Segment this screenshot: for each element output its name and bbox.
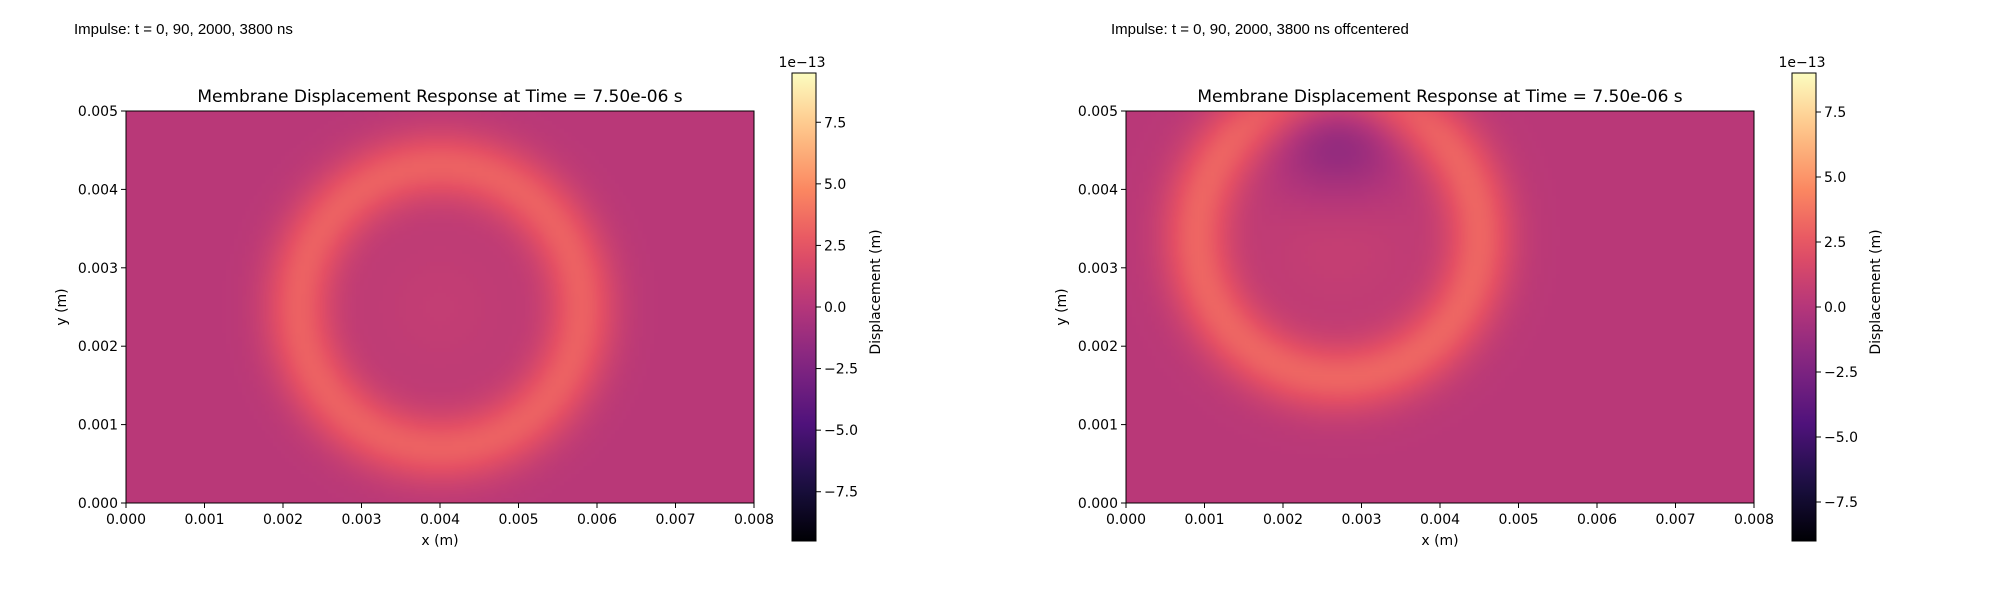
right-y-tick-label: 0.004: [1078, 182, 1118, 198]
right-x-tick-label: 0.004: [1420, 512, 1460, 528]
right-x-tick-label: 0.000: [1106, 512, 1146, 528]
left-colorbar-tick-label: −5.0: [824, 423, 858, 439]
left-x-tick-label: 0.001: [184, 512, 224, 528]
right-y-axis-label: y (m): [1054, 288, 1070, 325]
left-colorbar-tick-label: −2.5: [824, 362, 858, 378]
left-panel: Impulse: t = 0, 90, 2000, 3800 ns Membra…: [54, 21, 884, 549]
left-x-tick-label: 0.004: [420, 512, 460, 528]
left-y-tick-label: 0.005: [78, 104, 118, 120]
right-colorbar-exponent: 1e−13: [1778, 55, 1825, 71]
left-colorbar-exponent: 1e−13: [778, 55, 825, 71]
right-colorbar-tick-label: 0.0: [1824, 300, 1846, 316]
right-panel: Impulse: t = 0, 90, 2000, 3800 ns offcen…: [1000, 0, 2000, 600]
left-x-tick-label: 0.000: [106, 512, 146, 528]
left-colorbar-tick-label: 7.5: [824, 115, 846, 131]
left-y-tick-label: 0.001: [78, 418, 118, 434]
right-y-tick-label: 0.001: [1078, 418, 1118, 434]
left-caption: Impulse: t = 0, 90, 2000, 3800 ns: [74, 21, 293, 38]
left-heatmap-chart: Membrane Displacement Response at Time =…: [54, 55, 884, 549]
left-x-axis-label: x (m): [421, 533, 458, 549]
right-x-tick-label: 0.007: [1655, 512, 1695, 528]
right-caption: Impulse: t = 0, 90, 2000, 3800 ns offcen…: [1111, 21, 1409, 38]
right-colorbar-label: Displacement (m): [1868, 229, 1884, 354]
right-colorbar-tick-label: −7.5: [1824, 495, 1858, 511]
left-x-tick-label: 0.008: [734, 512, 774, 528]
left-x-tick-label: 0.002: [263, 512, 303, 528]
right-y-tick-label: 0.000: [1078, 496, 1118, 512]
right-x-axis-label: x (m): [1421, 533, 1458, 549]
left-colorbar-tick-label: 2.5: [824, 238, 846, 254]
right-x-tick-label: 0.005: [1498, 512, 1538, 528]
right-chart-title: Membrane Displacement Response at Time =…: [1197, 87, 1682, 107]
left-colorbar-label: Displacement (m): [868, 229, 884, 354]
right-x-tick-label: 0.003: [1341, 512, 1381, 528]
left-y-tick-label: 0.002: [78, 339, 118, 355]
right-colorbar-tick-label: 5.0: [1824, 170, 1846, 186]
right-colorbar-tick-label: 2.5: [1824, 235, 1846, 251]
right-x-tick-label: 0.001: [1184, 512, 1224, 528]
left-y-tick-label: 0.004: [78, 182, 118, 198]
left-chart-title: Membrane Displacement Response at Time =…: [197, 87, 682, 107]
left-colorbar-tick-label: −7.5: [824, 485, 858, 501]
left-colorbar: [791, 72, 817, 542]
left-x-tick-label: 0.007: [655, 512, 695, 528]
left-colorbar-tick-label: 5.0: [824, 177, 846, 193]
left-x-tick-label: 0.006: [577, 512, 617, 528]
right-colorbar: [1791, 72, 1817, 542]
right-x-tick-label: 0.002: [1263, 512, 1303, 528]
left-x-tick-label: 0.005: [498, 512, 538, 528]
right-x-tick-label: 0.006: [1577, 512, 1617, 528]
left-heatmap-image: [126, 111, 754, 503]
right-heatmap-chart: Membrane Displacement Response at Time =…: [1054, 55, 1884, 549]
right-heatmap-image: [1126, 111, 1754, 503]
right-colorbar-tick-label: −5.0: [1824, 430, 1858, 446]
left-y-tick-label: 0.000: [78, 496, 118, 512]
right-y-tick-label: 0.002: [1078, 339, 1118, 355]
left-colorbar-tick-label: 0.0: [824, 300, 846, 316]
right-colorbar-tick-label: −2.5: [1824, 365, 1858, 381]
right-y-tick-label: 0.003: [1078, 261, 1118, 277]
left-x-tick-label: 0.003: [341, 512, 381, 528]
right-colorbar-tick-label: 7.5: [1824, 105, 1846, 121]
right-y-tick-label: 0.005: [1078, 104, 1118, 120]
left-y-tick-label: 0.003: [78, 261, 118, 277]
right-x-tick-label: 0.008: [1734, 512, 1774, 528]
left-y-axis-label: y (m): [54, 288, 70, 325]
